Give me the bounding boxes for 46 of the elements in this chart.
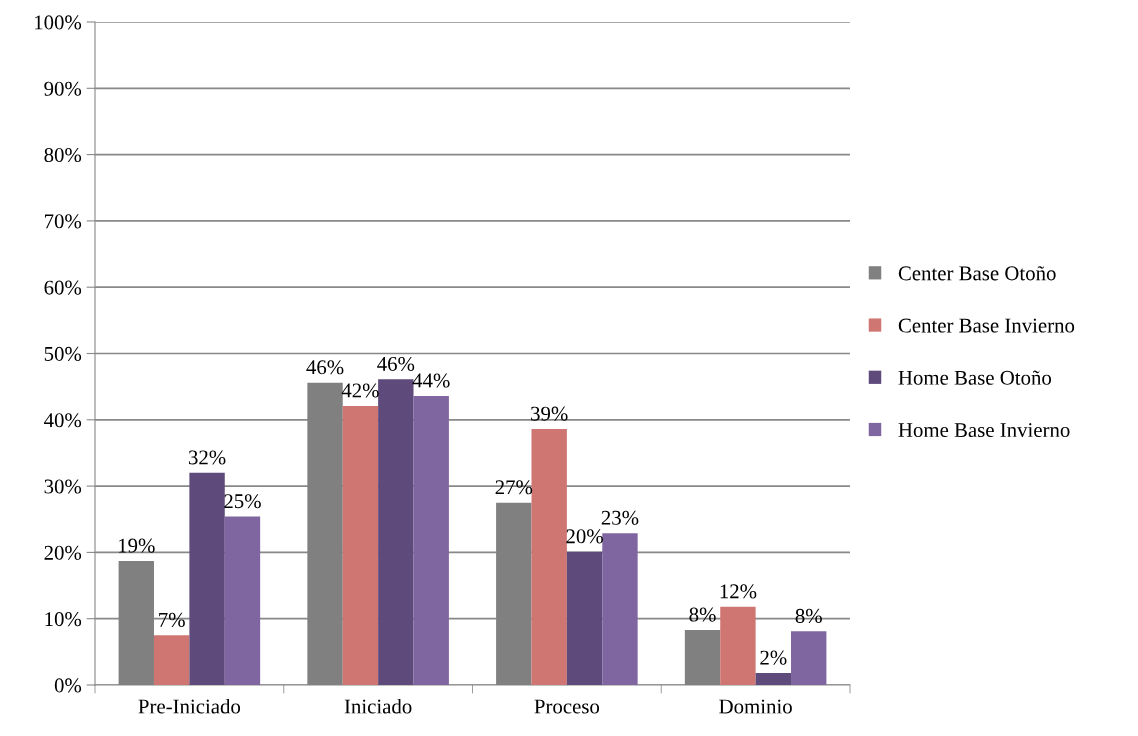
data-label: 44% [412, 373, 450, 388]
data-label: 12% [720, 584, 757, 599]
data-label: 27% [495, 480, 533, 495]
data-label: 32% [188, 450, 226, 465]
y-tick-label: 0% [54, 678, 82, 693]
bar [720, 606, 756, 685]
bar [342, 405, 379, 685]
y-tick-label: 70% [44, 214, 82, 229]
y-tick-label: 20% [44, 545, 82, 560]
bar [602, 533, 638, 685]
data-label: 8% [795, 608, 822, 623]
y-tick-label: 90% [44, 81, 82, 96]
x-tick-label: Proceso [534, 699, 600, 714]
data-label: 23% [601, 510, 639, 525]
bar [378, 379, 414, 685]
legend-label: Center Base Invierno [898, 318, 1075, 333]
y-tick-label: 30% [44, 479, 82, 494]
data-label: 19% [119, 538, 155, 553]
data-label: 8% [689, 607, 716, 622]
data-label: 25% [224, 494, 261, 509]
y-tick-label: 60% [44, 280, 82, 295]
legend-label: Center Base Otoño [898, 266, 1056, 281]
y-tick-label: 100% [35, 15, 82, 30]
x-tick-label: Pre-Iniciado [138, 698, 241, 714]
y-tick-label: 50% [44, 346, 82, 361]
data-label: 7% [159, 612, 185, 627]
data-label: 2% [760, 650, 787, 665]
bar [153, 635, 190, 685]
data-label: 39% [531, 406, 568, 421]
y-tick-label: 80% [44, 147, 82, 163]
legend-label: Home Base Invierno [898, 423, 1070, 438]
bar [566, 551, 603, 685]
data-label: 46% [377, 356, 415, 372]
bar [755, 673, 792, 685]
legend-label: Home Base Otoño [898, 370, 1052, 385]
bar [224, 516, 261, 685]
bar [531, 429, 567, 685]
y-tick-label: 40% [44, 413, 82, 428]
y-tick-label: 10% [45, 612, 82, 627]
x-tick-label: Iniciado [344, 698, 412, 714]
bar [791, 631, 827, 685]
data-label: 20% [566, 529, 603, 544]
data-label: 46% [306, 360, 344, 375]
x-tick-label: Dominio [719, 699, 792, 714]
bar [189, 472, 225, 685]
bar [413, 395, 449, 685]
